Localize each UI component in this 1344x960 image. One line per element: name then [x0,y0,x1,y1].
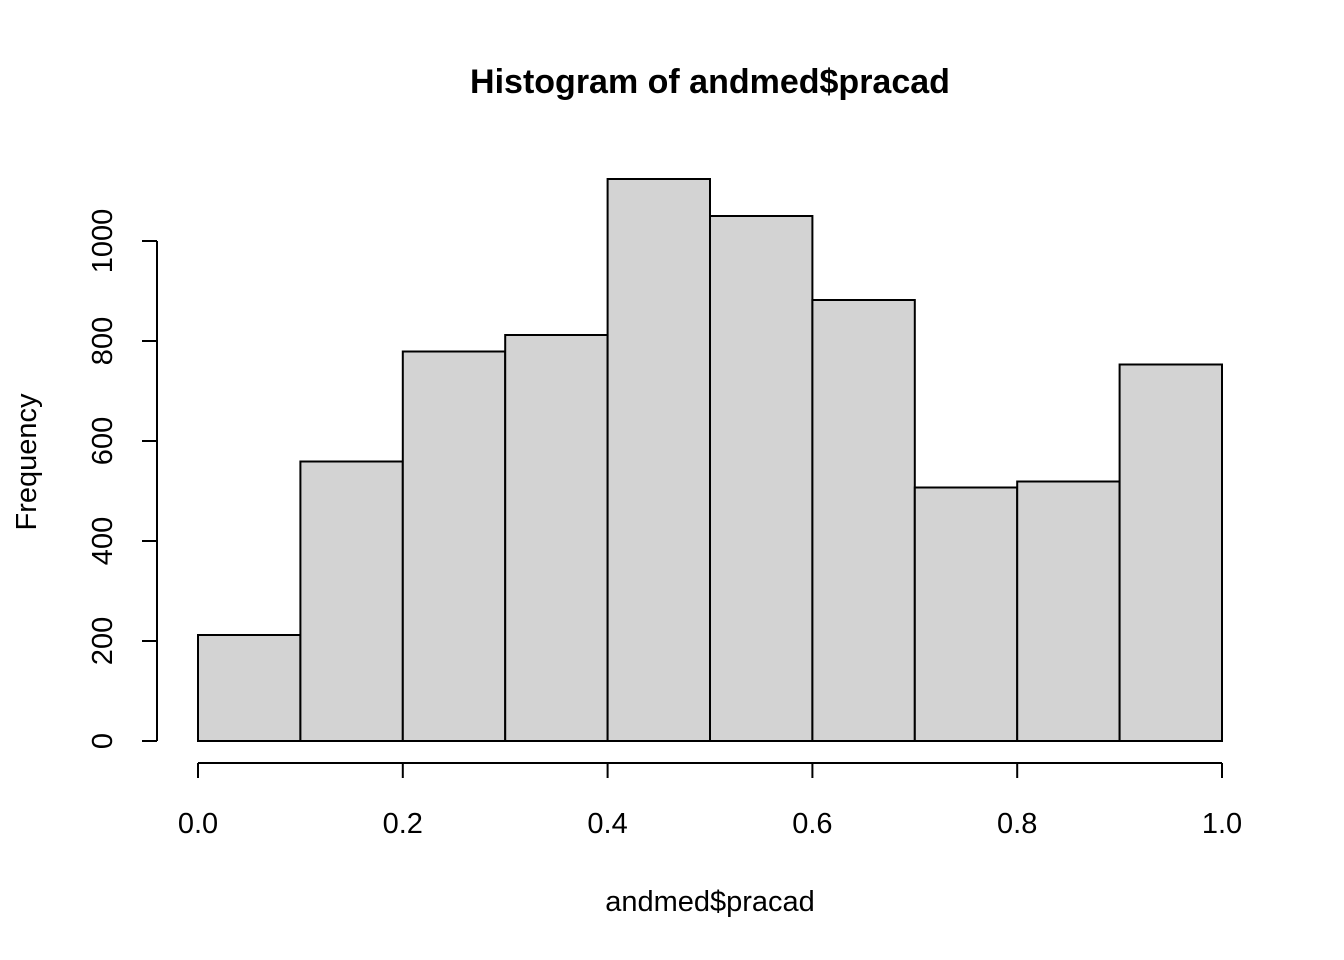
x-tick-label: 0.2 [383,808,423,840]
histogram-bar [811,299,916,742]
x-tick-label: 0.4 [587,808,627,840]
histogram-bar [504,334,609,742]
histogram-bar [299,460,404,742]
chart-title: Histogram of andmed$pracad [470,63,950,101]
x-axis-label: andmed$pracad [605,886,815,918]
x-tick-label: 0.0 [178,808,218,840]
x-tick-label: 1.0 [1202,808,1242,840]
y-tick-label: 200 [87,617,119,665]
y-tick-label: 800 [87,317,119,365]
x-axis: 0.0 0.2 0.4 0.6 0.8 1.0 [178,762,1242,840]
x-tick-label: 0.8 [997,808,1037,840]
histogram-bar [606,178,711,742]
histogram-bar [709,215,814,742]
y-tick-label: 600 [87,417,119,465]
y-tick-label: 1000 [87,209,119,274]
histogram-bar [1016,480,1121,742]
histogram-bar [913,486,1019,742]
histogram-bar [401,350,507,742]
bars-group [197,178,1223,742]
y-tick-label: 400 [87,517,119,565]
y-axis: 0 200 400 600 800 1000 [87,209,158,749]
y-axis-label: Frequency [11,393,43,531]
y-tick-label: 0 [87,733,119,749]
histogram-bar [1118,363,1223,742]
x-tick-label: 0.6 [792,808,832,840]
histogram-bar [197,634,302,742]
